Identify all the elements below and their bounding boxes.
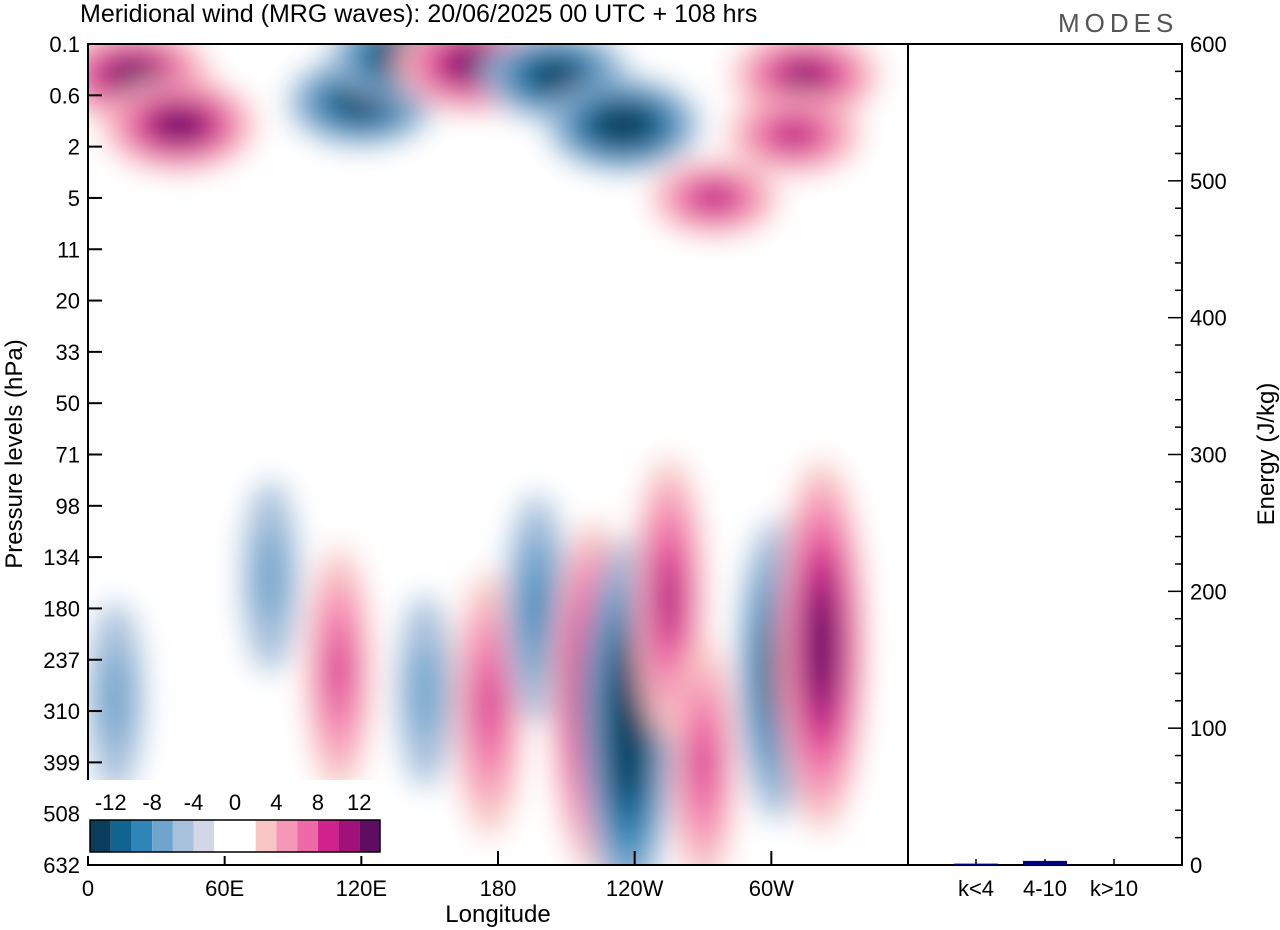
y-tick-label: 399 [43, 750, 80, 775]
colorbar-label: -4 [184, 790, 204, 815]
y-tick-label: 11 [57, 237, 80, 262]
y-tick-label: 33 [56, 340, 80, 365]
energy-bar [954, 863, 998, 865]
y-tick-label: 50 [56, 391, 80, 416]
wind-contour [349, 94, 374, 110]
wind-contour [612, 118, 635, 132]
energy-category-label: k<4 [958, 876, 994, 901]
y-tick-label: 2 [68, 135, 80, 160]
colorbar-swatch [359, 820, 380, 852]
colorbar-swatch [297, 820, 318, 852]
wind-contour [542, 68, 568, 83]
energy-category-label: k>10 [1090, 876, 1138, 901]
colorbar-swatch [152, 820, 173, 852]
x-axis-label: Longitude [445, 901, 550, 928]
y-tick-label: 0.1 [49, 32, 80, 57]
colorbar-swatch [255, 820, 277, 852]
wind-contour [480, 671, 498, 738]
y-tick-label: 180 [43, 596, 80, 621]
wind-contour [101, 650, 130, 747]
energy-tick-label: 600 [1190, 32, 1227, 57]
x-tick-label: 180 [480, 876, 517, 901]
energy-panel: 0 100 200 300 400 500 600 k<4 4-10 k>10 [907, 32, 1227, 901]
wind-contour [621, 697, 635, 751]
x-tick-label: 120W [606, 876, 664, 901]
y-tick-label: 5 [68, 186, 80, 211]
colorbar-swatch [317, 820, 339, 852]
wind-anomaly [727, 94, 862, 175]
colorbar-label: 0 [229, 790, 241, 815]
wind-contour [410, 643, 440, 740]
wind-anomaly [305, 546, 372, 793]
modes-logo: MODES [1058, 8, 1178, 38]
chart-title: Meridional wind (MRG waves): 20/06/2025 … [80, 0, 757, 28]
colorbar-swatch [110, 820, 132, 852]
colorbar-swatch [235, 820, 256, 852]
colorbar-swatch [172, 820, 194, 852]
energy-bar [1023, 860, 1067, 865]
wind-contour [330, 639, 347, 701]
energy-tick-label: 200 [1190, 579, 1227, 604]
wind-contour [122, 68, 145, 83]
energy-tick-label: 300 [1190, 443, 1227, 468]
colorbar-label: 12 [347, 790, 371, 815]
colorbar-swatch [338, 820, 360, 852]
y-axis: 0.1 0.6 2 5 11 20 33 50 71 98 134 180 237 310 399 508 63… [43, 32, 102, 878]
x-tick-label: 0 [82, 876, 94, 901]
y-tick-label: 71 [56, 443, 80, 468]
y-tick-label: 508 [43, 802, 80, 827]
energy-axis-label: Energy (J/kg) [1253, 383, 1280, 526]
wind-anomaly [546, 78, 700, 172]
y-tick-label: 237 [43, 648, 80, 673]
wind-contour [701, 190, 728, 206]
wind-anomaly [88, 602, 144, 795]
wind-anomaly [669, 639, 737, 865]
colorbar: -12 -8 -4 0 4 8 12 [86, 780, 384, 856]
colorbar-label: 8 [312, 790, 324, 815]
x-tick-label: 120E [336, 876, 387, 901]
colorbar-frame [89, 819, 381, 853]
wind-anomaly [650, 160, 779, 236]
energy-tick-label: 100 [1190, 716, 1227, 741]
wind-contour [815, 619, 828, 673]
wind-contour [661, 570, 677, 627]
colorbar-label: 4 [270, 790, 282, 815]
wind-anomaly [241, 480, 299, 673]
colorbar-swatch [193, 820, 215, 852]
wind-contour [463, 56, 487, 71]
wind-contour [168, 118, 191, 132]
energy-tick-label: 0 [1190, 853, 1202, 878]
wind-contour [256, 528, 285, 625]
colorbar-swatch [214, 820, 235, 852]
x-tick-label: 60W [749, 876, 794, 901]
y-axis-label: Pressure levels (hPa) [1, 339, 28, 568]
energy-tick-label: 400 [1190, 306, 1227, 331]
wind-anomaly [102, 78, 256, 172]
wind-field [88, 44, 879, 865]
x-tick-label: 60E [205, 876, 244, 901]
y-tick-label: 0.6 [49, 83, 80, 108]
y-tick-label: 134 [43, 545, 80, 570]
energy-category-label: 4-10 [1023, 876, 1067, 901]
wind-contour [780, 126, 808, 143]
y-tick-label: 98 [56, 494, 80, 519]
y-tick-label: 632 [43, 853, 80, 878]
y-tick-label: 310 [43, 699, 80, 724]
colorbar-swatch [276, 820, 298, 852]
wind-anomaly [396, 595, 454, 788]
colorbar-swatch [131, 820, 153, 852]
colorbar-label: -12 [95, 790, 127, 815]
wind-contour [526, 570, 548, 647]
colorbar-swatch [90, 820, 111, 852]
energy-tick-label: 500 [1190, 169, 1227, 194]
x-axis: 0 60E 120E 180 120W 60W [82, 851, 794, 901]
energy-frame [907, 43, 1183, 866]
wind-anomaly [777, 459, 866, 832]
wind-contour [793, 68, 818, 83]
wind-anomaly [454, 572, 524, 837]
colorbar-label: -8 [142, 790, 162, 815]
y-tick-label: 20 [56, 289, 80, 314]
wind-contour [694, 732, 712, 794]
